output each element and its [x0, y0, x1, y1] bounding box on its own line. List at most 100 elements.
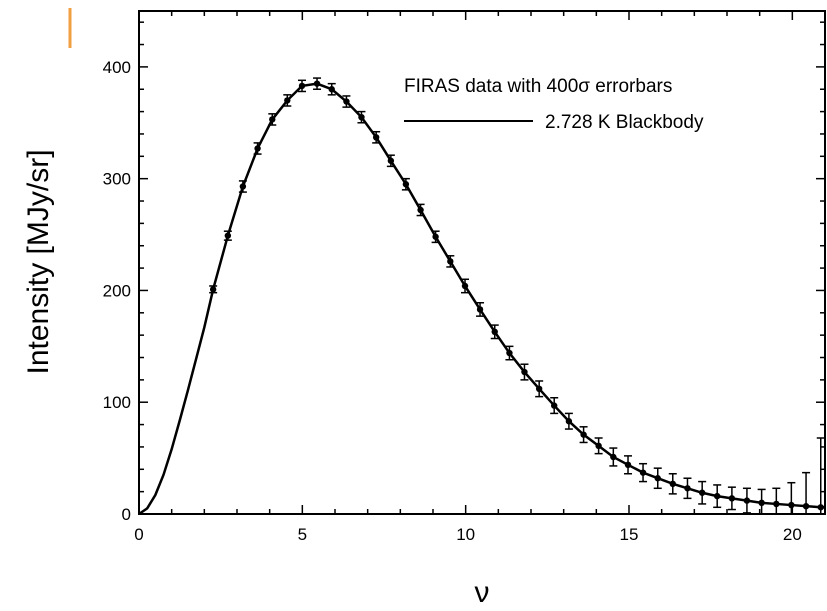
- firas-data-points: [209, 77, 825, 515]
- data-marker: [239, 183, 247, 190]
- data-marker: [565, 418, 573, 425]
- data-point: [668, 473, 677, 495]
- axis-ticks: [138, 11, 826, 515]
- data-marker: [728, 495, 736, 502]
- x-tick-label: 0: [134, 525, 143, 544]
- data-point: [639, 462, 648, 483]
- data-marker: [669, 480, 676, 488]
- data-marker: [714, 492, 721, 500]
- data-marker: [224, 232, 232, 239]
- x-axis-title: ν: [475, 576, 490, 609]
- data-point: [283, 94, 292, 107]
- data-marker: [817, 504, 824, 511]
- data-marker: [684, 485, 691, 492]
- data-point: [476, 301, 485, 317]
- data-point: [742, 487, 751, 514]
- data-point: [564, 412, 573, 430]
- data-marker: [387, 157, 395, 164]
- data-point: [713, 484, 722, 509]
- x-tick-label: 15: [620, 525, 639, 544]
- data-marker: [550, 402, 558, 409]
- data-marker: [580, 431, 587, 438]
- data-point: [520, 363, 529, 381]
- data-marker: [610, 453, 617, 461]
- data-point: [313, 77, 322, 90]
- data-point: [386, 154, 395, 168]
- legend: FIRAS data with 400σ errorbars 2.728 K B…: [404, 76, 704, 133]
- y-tick-label: 100: [103, 393, 131, 412]
- data-marker: [698, 489, 706, 496]
- data-point: [609, 447, 618, 467]
- data-point: [772, 487, 781, 515]
- data-marker: [447, 258, 454, 265]
- data-point: [579, 426, 588, 444]
- y-tick-label: 200: [103, 281, 131, 300]
- data-marker: [461, 282, 469, 290]
- data-marker: [743, 497, 751, 504]
- data-point: [787, 481, 796, 515]
- data-point: [653, 467, 662, 490]
- data-marker: [313, 80, 321, 87]
- data-marker: [254, 145, 261, 152]
- data-marker: [328, 86, 335, 93]
- data-marker: [372, 134, 380, 141]
- legend-entry-data: FIRAS data with 400σ errorbars: [404, 76, 672, 97]
- data-marker: [402, 181, 410, 188]
- data-point: [209, 285, 218, 294]
- blackbody-curve: [138, 82, 825, 516]
- data-marker: [758, 499, 765, 507]
- data-point: [461, 278, 470, 294]
- data-point: [727, 486, 736, 511]
- data-point: [431, 230, 440, 244]
- data-point: [416, 203, 425, 217]
- data-point: [372, 130, 381, 144]
- data-marker: [343, 98, 350, 105]
- data-point: [223, 230, 232, 241]
- data-marker: [788, 501, 795, 509]
- data-point: [298, 79, 307, 93]
- data-point: [594, 437, 603, 455]
- data-marker: [298, 82, 306, 90]
- data-marker: [773, 500, 780, 508]
- data-marker: [654, 475, 661, 482]
- data-point: [816, 437, 825, 515]
- data-marker: [491, 328, 498, 336]
- data-point: [268, 113, 277, 126]
- data-point: [683, 477, 692, 500]
- data-point: [357, 110, 366, 124]
- data-point: [802, 471, 811, 515]
- data-marker: [595, 442, 602, 450]
- y-tick-label: 300: [103, 170, 131, 189]
- plot-frame: [138, 10, 826, 515]
- data-point: [505, 345, 514, 361]
- data-point: [253, 142, 262, 155]
- data-point: [757, 488, 766, 515]
- data-point: [401, 177, 410, 191]
- data-marker: [521, 368, 528, 376]
- y-tick-label: 400: [103, 58, 131, 77]
- data-marker: [209, 286, 217, 293]
- legend-entry-blackbody: 2.728 K Blackbody: [545, 112, 704, 133]
- data-point: [550, 397, 559, 415]
- data-marker: [802, 502, 810, 510]
- y-axis-title: Intensity [MJy/sr]: [22, 149, 55, 374]
- x-tick-label: 10: [456, 525, 475, 544]
- x-tick-label: 20: [783, 525, 802, 544]
- data-marker: [506, 349, 513, 357]
- data-marker: [269, 116, 276, 123]
- data-point: [624, 455, 633, 475]
- data-marker: [639, 469, 647, 476]
- data-point: [535, 380, 544, 398]
- data-marker: [358, 113, 365, 121]
- data-marker: [417, 206, 424, 214]
- data-marker: [432, 233, 439, 240]
- data-point: [327, 82, 336, 96]
- x-tick-label: 5: [298, 525, 307, 544]
- data-marker: [624, 461, 632, 469]
- data-point: [238, 180, 247, 193]
- data-point: [342, 95, 351, 108]
- y-tick-label: 0: [122, 505, 131, 524]
- data-marker: [535, 385, 543, 393]
